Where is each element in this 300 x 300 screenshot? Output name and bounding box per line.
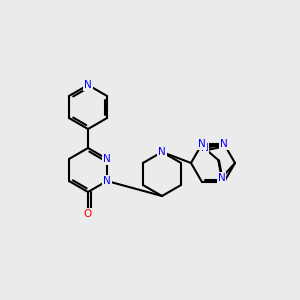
Text: N: N [218, 173, 226, 183]
Text: N: N [198, 139, 206, 149]
Text: N: N [103, 154, 111, 164]
Text: N: N [220, 139, 228, 149]
Text: N: N [201, 143, 208, 153]
Text: N: N [84, 80, 92, 90]
Text: N: N [103, 176, 111, 186]
Text: O: O [84, 209, 92, 219]
Text: N: N [158, 147, 166, 157]
